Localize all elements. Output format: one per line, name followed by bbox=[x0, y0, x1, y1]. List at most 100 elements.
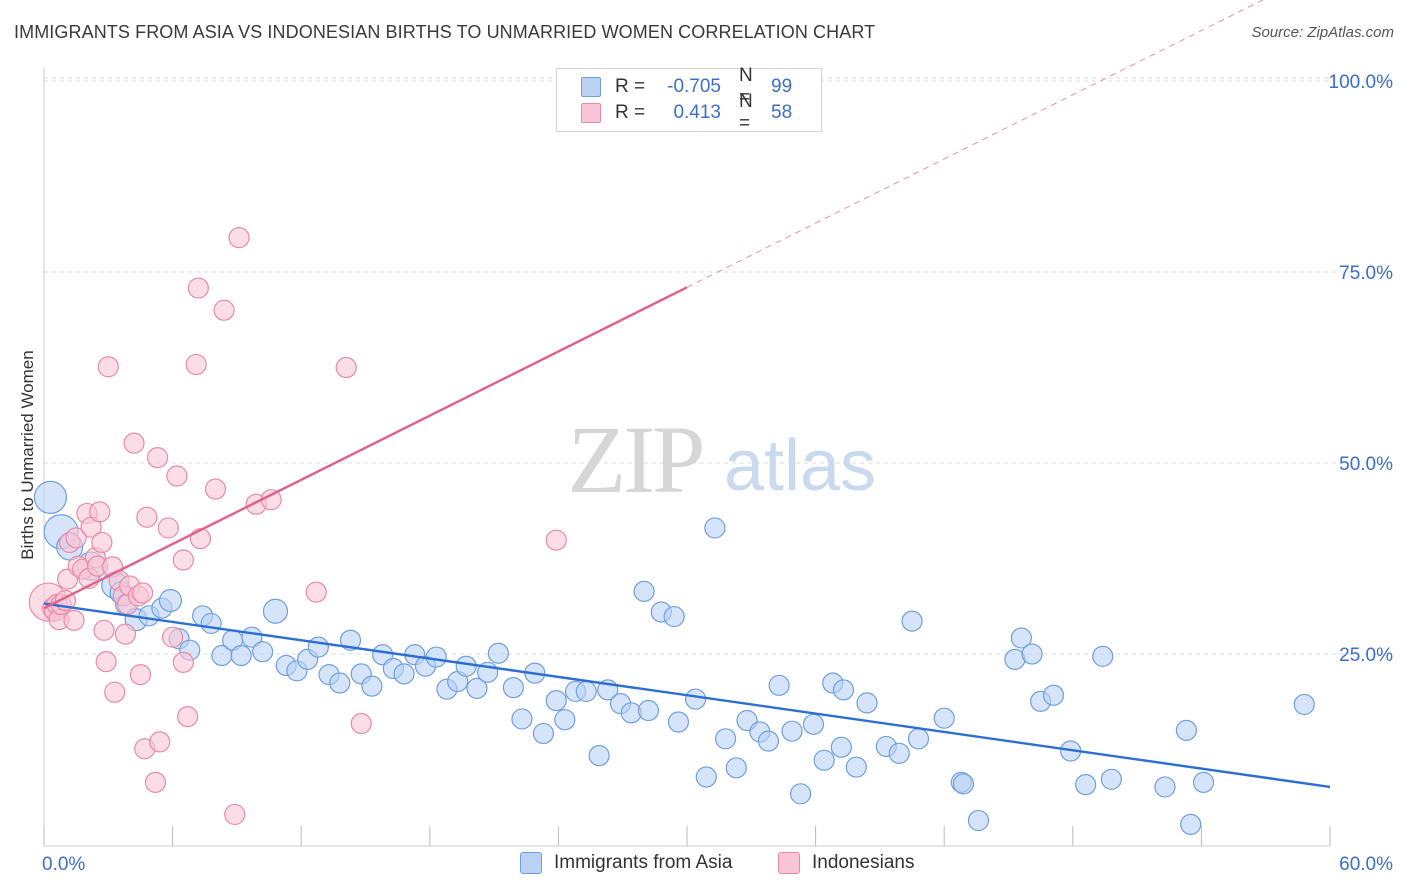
asia-point-50 bbox=[588, 745, 610, 767]
zipatlas-watermark: ZIP atlas bbox=[568, 406, 877, 513]
indonesians-point-21 bbox=[95, 651, 117, 673]
asia-point-43 bbox=[511, 708, 533, 730]
asia-point-20 bbox=[262, 598, 289, 624]
indonesians-point-22 bbox=[97, 356, 119, 378]
y-tick-label-75: 75.0% bbox=[1339, 263, 1393, 284]
legend-item-asia: Immigrants from Asia bbox=[520, 852, 732, 874]
trend-lines bbox=[43, 0, 1331, 789]
watermark-zip: ZIP bbox=[568, 406, 703, 513]
asia-point-98 bbox=[1293, 693, 1315, 716]
axes bbox=[43, 68, 1331, 847]
asia-point-87 bbox=[1021, 643, 1043, 665]
indonesians-point-53 bbox=[260, 489, 282, 511]
legend-label-asia: Immigrants from Asia bbox=[554, 852, 733, 873]
asia-point-67 bbox=[768, 674, 790, 696]
asia-point-74 bbox=[832, 679, 855, 701]
indonesians-point-37 bbox=[146, 447, 169, 469]
legend-r-label: R = bbox=[615, 102, 646, 123]
legend-n-value: 99 bbox=[771, 76, 793, 97]
asia-point-27 bbox=[339, 629, 362, 651]
indonesians-point-54 bbox=[305, 581, 327, 603]
indonesians-point-9 bbox=[63, 609, 85, 631]
asia-point-47 bbox=[554, 709, 576, 731]
asia-point-24 bbox=[307, 636, 329, 658]
indonesians-point-40 bbox=[162, 626, 184, 648]
legend-row-indonesians: R = 0.413 N = 58 bbox=[581, 91, 793, 134]
indonesians-point-51 bbox=[228, 227, 250, 249]
indonesians-point-42 bbox=[172, 549, 194, 571]
y-tick-label-25: 25.0% bbox=[1339, 645, 1393, 666]
asia-point-35 bbox=[425, 646, 447, 668]
asia-point-71 bbox=[813, 749, 835, 771]
series-asia-points bbox=[33, 480, 1315, 835]
asia-point-26 bbox=[329, 672, 351, 694]
correlation-legend: R = -0.705 N = 99 R = 0.413 N = 58 bbox=[556, 65, 822, 134]
asia-point-83 bbox=[952, 773, 975, 795]
asia-point-76 bbox=[856, 692, 878, 714]
x-tick-label-max: 60.0% bbox=[1339, 854, 1393, 875]
asia-point-61 bbox=[704, 517, 726, 539]
legend-n-label: N = bbox=[739, 65, 753, 108]
legend-r-value: -0.705 bbox=[667, 76, 721, 97]
asia-point-42 bbox=[502, 677, 524, 699]
asia-point-14 bbox=[200, 612, 222, 635]
series-indonesians-points bbox=[28, 227, 567, 826]
asia-point-19 bbox=[252, 641, 274, 663]
x-tick-label-min: 0.0% bbox=[42, 854, 85, 875]
y-tick-label-100: 100.0% bbox=[1329, 72, 1394, 93]
legend-r-label: R = bbox=[615, 76, 646, 97]
indonesians-point-10 bbox=[65, 527, 87, 549]
trend-line-indonesians-extension bbox=[686, 0, 1264, 288]
trend-line-indonesians bbox=[43, 286, 688, 610]
asia-point-32 bbox=[393, 663, 415, 685]
legend-n-value: 58 bbox=[771, 102, 793, 123]
indonesians-point-33 bbox=[131, 582, 154, 604]
indonesians-point-35 bbox=[136, 506, 158, 528]
asia-point-59 bbox=[684, 688, 707, 710]
asia-point-68 bbox=[781, 720, 803, 742]
legend-swatch-asia bbox=[581, 77, 601, 97]
asia-point-58 bbox=[667, 711, 690, 733]
watermark-atlas: atlas bbox=[724, 426, 876, 506]
indonesians-point-55 bbox=[335, 356, 357, 379]
asia-point-97 bbox=[1192, 771, 1215, 793]
indonesians-point-44 bbox=[177, 706, 199, 728]
y-tick-label-50: 50.0% bbox=[1339, 454, 1393, 475]
trend-line-asia bbox=[43, 602, 1331, 789]
asia-point-39 bbox=[466, 677, 488, 699]
asia-point-89 bbox=[1042, 684, 1065, 706]
indonesians-point-30 bbox=[123, 432, 145, 454]
asia-point-92 bbox=[1092, 645, 1114, 667]
indonesians-point-36 bbox=[144, 771, 167, 793]
indonesians-point-50 bbox=[224, 803, 246, 826]
asia-point-79 bbox=[901, 610, 923, 632]
indonesians-point-43 bbox=[172, 651, 194, 674]
asia-point-66 bbox=[757, 730, 780, 752]
asia-point-46 bbox=[545, 690, 567, 712]
indonesians-point-19 bbox=[91, 531, 113, 554]
asia-point-93 bbox=[1100, 768, 1122, 790]
asia-point-78 bbox=[888, 742, 910, 764]
asia-point-62 bbox=[714, 728, 737, 750]
asia-point-86 bbox=[1010, 627, 1032, 649]
asia-point-41 bbox=[487, 642, 509, 664]
grid-lines bbox=[44, 77, 1394, 655]
asia-point-29 bbox=[361, 675, 383, 697]
legend-swatch-indonesians bbox=[581, 103, 601, 123]
asia-point-73 bbox=[830, 736, 852, 758]
asia-point-84 bbox=[967, 809, 990, 832]
asia-point-49 bbox=[575, 680, 597, 703]
legend-item-indonesians: Indonesians bbox=[778, 852, 914, 874]
indonesians-point-39 bbox=[157, 517, 179, 539]
legend-label-indonesians: Indonesians bbox=[812, 852, 915, 873]
indonesians-point-24 bbox=[104, 681, 126, 703]
asia-point-60 bbox=[695, 766, 717, 788]
indonesians-point-20 bbox=[93, 619, 115, 641]
asia-point-38 bbox=[455, 655, 477, 677]
asia-point-75 bbox=[845, 756, 867, 778]
indonesians-point-49 bbox=[213, 299, 235, 321]
indonesians-point-48 bbox=[204, 478, 227, 500]
indonesians-point-41 bbox=[166, 465, 188, 487]
indonesians-point-45 bbox=[185, 353, 207, 376]
